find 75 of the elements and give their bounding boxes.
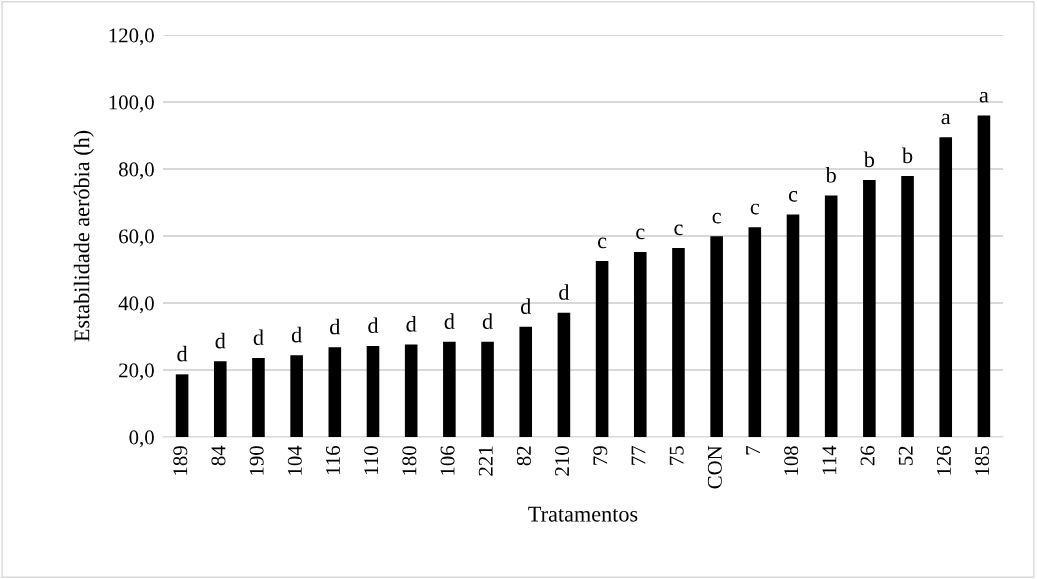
annotation: b — [863, 151, 875, 168]
y-tick-label: 60,0 — [119, 229, 154, 247]
bar — [290, 355, 303, 437]
bar — [786, 214, 800, 437]
annotation: c — [788, 191, 798, 202]
annotation: a — [941, 113, 951, 125]
annotation: c — [712, 212, 721, 224]
x-tick-label: CON — [707, 445, 722, 489]
annotation: c — [750, 203, 760, 215]
annotation: d — [368, 317, 379, 334]
bar — [213, 361, 227, 437]
bar — [977, 115, 991, 437]
bar — [672, 248, 685, 437]
x-tick-label: 185 — [975, 446, 990, 475]
x-tick-label: 52 — [898, 446, 913, 465]
bar — [863, 180, 876, 437]
bar — [557, 312, 571, 437]
bar — [519, 326, 533, 437]
annotation: d — [215, 332, 226, 349]
x-tick-label: 110 — [364, 446, 379, 474]
x-tick-label: 75 — [669, 446, 684, 465]
annotation: d — [444, 313, 455, 330]
x-tick-label: 104 — [287, 445, 302, 475]
bar — [633, 252, 647, 437]
y-tick-label: 120,0 — [109, 28, 154, 46]
annotation: c — [598, 237, 607, 249]
bar — [443, 341, 456, 437]
bar — [328, 347, 342, 437]
y-tick-label: 80,0 — [119, 162, 154, 180]
x-tick-label: 84 — [211, 445, 226, 466]
x-tick-label: 189 — [173, 446, 188, 475]
annotation: d — [406, 316, 417, 332]
x-tick-label: 180 — [402, 446, 417, 475]
bar — [595, 261, 609, 437]
bar — [824, 195, 838, 437]
annotation: c — [674, 224, 683, 236]
bar — [939, 137, 953, 437]
annotation: d — [177, 345, 188, 362]
x-tick-label: 77 — [631, 445, 646, 465]
y-tick-label: 20,0 — [119, 363, 154, 381]
bar — [252, 357, 265, 437]
x-tick-label: 108 — [784, 446, 799, 475]
annotation: d — [520, 298, 532, 314]
bar — [748, 227, 762, 437]
annotation: c — [636, 228, 645, 240]
bar — [366, 345, 380, 437]
x-tick-label: 116 — [326, 445, 341, 474]
x-tick-label: 114 — [822, 445, 837, 474]
x-tick-label: 126 — [936, 445, 951, 475]
annotation: a — [979, 91, 989, 103]
bar — [175, 374, 189, 437]
x-tick-label: 7 — [746, 445, 760, 455]
x-tick-label: 26 — [860, 445, 875, 466]
annotation: d — [330, 318, 341, 335]
y-axis-title: Estabilidade aeróbia (h) — [73, 130, 94, 342]
y-tick-label: 100,0 — [109, 95, 154, 113]
x-tick-label: 210 — [555, 446, 570, 476]
bar — [481, 341, 494, 437]
x-tick-label: 106 — [440, 445, 455, 475]
annotation: d — [253, 329, 264, 346]
y-tick-label: 0,0 — [129, 430, 154, 448]
annotation: d — [291, 326, 302, 343]
bar — [404, 344, 418, 437]
bar — [901, 176, 914, 437]
x-tick-label: 82 — [516, 446, 531, 466]
x-tick-label: 79 — [593, 446, 608, 465]
annotation: d — [559, 284, 570, 300]
x-tick-label: 221 — [478, 446, 493, 476]
y-tick-label: 40,0 — [118, 296, 154, 314]
annotation: b — [901, 147, 913, 164]
annotation: d — [482, 313, 493, 330]
x-tick-label: 190 — [249, 446, 264, 475]
x-axis-title: Tratamentos — [528, 506, 638, 522]
bar — [710, 236, 723, 437]
annotation: b — [825, 166, 836, 183]
